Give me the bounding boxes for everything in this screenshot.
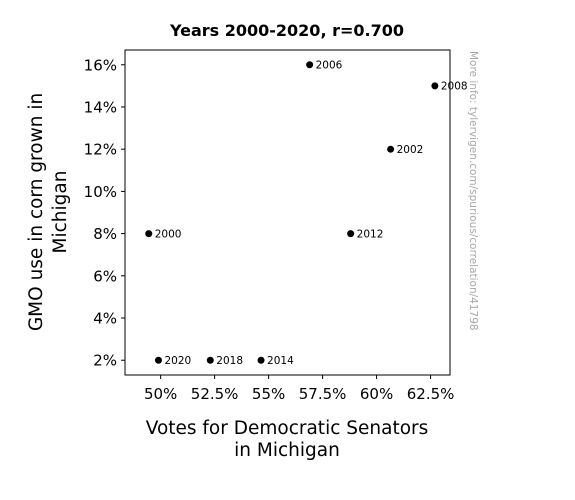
y-axis-label: GMO use in corn grown in [26, 93, 47, 331]
data-point [387, 145, 395, 153]
data-point-label: 2018 [216, 355, 243, 367]
y-tick-label: 2% [93, 352, 117, 370]
data-point [347, 230, 355, 238]
x-tick-label: 62.5% [407, 385, 455, 403]
plot-frame [124, 49, 451, 376]
y-axis-label: Michigan [50, 171, 71, 254]
data-point [306, 61, 314, 69]
data-point [257, 356, 265, 364]
data-point-label: 2002 [397, 144, 424, 156]
chart-title: Years 2000-2020, r=0.700 [169, 21, 404, 40]
data-point-label: 2020 [164, 355, 191, 367]
y-tick-label: 12% [84, 141, 117, 159]
x-tick-label: 57.5% [299, 385, 347, 403]
x-tick-label: 60% [360, 385, 393, 403]
data-point [206, 356, 214, 364]
data-point-label: 2006 [316, 60, 343, 72]
y-tick-label: 4% [93, 310, 117, 328]
y-tick-label: 14% [84, 98, 117, 116]
data-point-label: 2012 [357, 228, 384, 240]
watermark-text: More info: tylervigen.com/spurious/corre… [467, 51, 479, 331]
data-point-label: 2000 [155, 228, 182, 240]
data-point [145, 230, 153, 238]
x-tick-label: 50% [144, 385, 177, 403]
y-tick-label: 8% [93, 225, 117, 243]
x-axis-label: in Michigan [234, 440, 340, 461]
x-tick-label: 55% [252, 385, 285, 403]
y-tick-label: 10% [84, 183, 117, 201]
y-tick-label: 6% [93, 267, 117, 285]
data-point-label: 2008 [441, 81, 468, 93]
x-axis-label: Votes for Democratic Senators [146, 418, 429, 439]
data-point [431, 82, 439, 90]
data-point [154, 356, 162, 364]
y-tick-label: 16% [84, 56, 117, 74]
x-tick-label: 52.5% [191, 385, 239, 403]
data-point-label: 2014 [267, 355, 294, 367]
